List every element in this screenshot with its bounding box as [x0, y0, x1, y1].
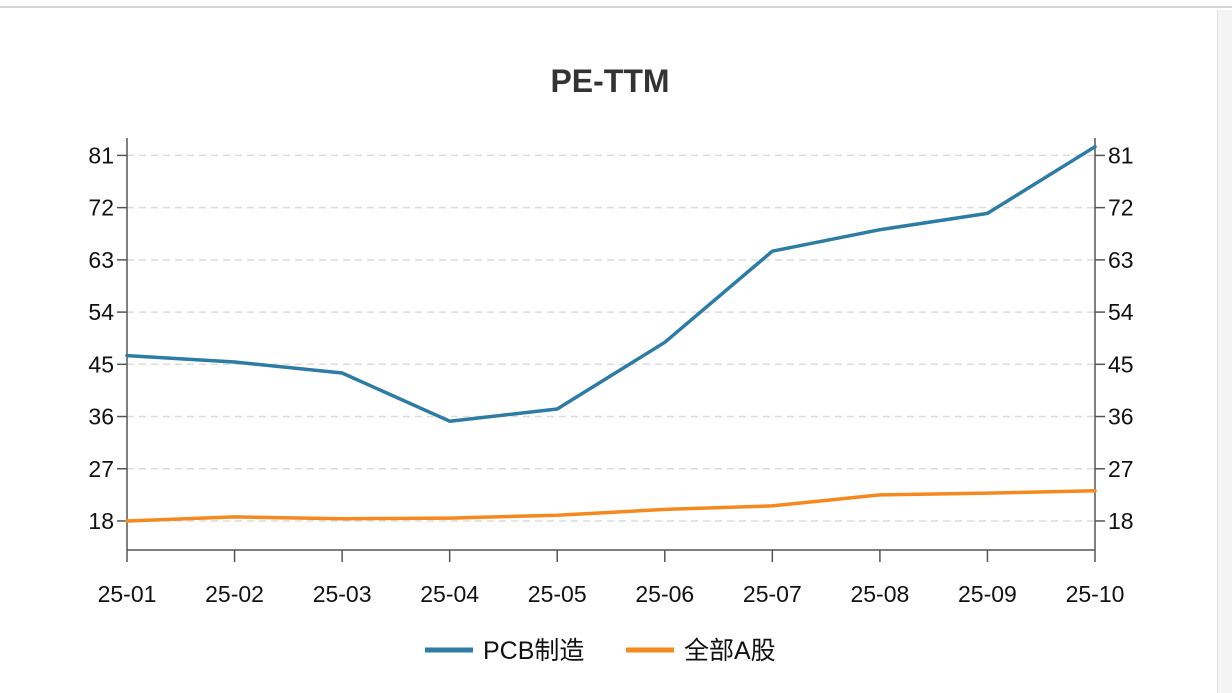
legend[interactable]: PCB制造 全部A股	[425, 637, 776, 665]
y-tick-label-right: 18	[1108, 508, 1134, 534]
data-point	[555, 407, 559, 411]
data-point	[985, 211, 989, 215]
x-tick-label: 25-03	[313, 581, 372, 607]
data-point	[878, 228, 882, 232]
data-point	[340, 371, 344, 375]
x-tick-label: 25-02	[205, 581, 264, 607]
x-tick-label: 25-07	[743, 581, 802, 607]
series-line-0	[125, 144, 1097, 423]
series-lines	[125, 144, 1097, 523]
legend-item-1[interactable]: 全部A股	[626, 637, 776, 665]
y-tick-label-left: 27	[88, 456, 114, 482]
x-tick-label: 25-10	[1066, 581, 1125, 607]
data-point	[125, 519, 129, 523]
y-tick-label-left: 54	[88, 299, 114, 325]
y-tick-label-left: 72	[88, 195, 114, 221]
y-tick-label-right: 81	[1108, 142, 1134, 168]
data-point	[233, 360, 237, 364]
data-point	[663, 507, 667, 511]
y-tick-label-right: 63	[1108, 247, 1134, 273]
y-tick-label-left: 63	[88, 247, 114, 273]
data-point	[770, 249, 774, 253]
data-point	[663, 340, 667, 344]
data-point	[878, 493, 882, 497]
data-point	[340, 517, 344, 521]
data-point	[555, 513, 559, 517]
x-tick-label: 25-06	[635, 581, 694, 607]
data-point	[770, 504, 774, 508]
axes: 18 18 27 27 36 36 45 45 54 54 63 63 72 72 81 81 25-01 25-…	[88, 138, 1134, 607]
data-point	[233, 515, 237, 519]
grid-lines	[127, 154, 1095, 522]
data-point	[1093, 489, 1097, 493]
x-tick-label: 25-09	[958, 581, 1017, 607]
x-tick-label: 25-05	[528, 581, 587, 607]
data-point	[985, 491, 989, 495]
y-tick-label-right: 72	[1108, 195, 1134, 221]
y-tick-label-left: 81	[88, 142, 114, 168]
x-tick-label: 25-01	[98, 581, 157, 607]
top-border	[0, 0, 1232, 8]
y-tick-label-right: 45	[1108, 351, 1134, 377]
legend-label: PCB制造	[483, 637, 584, 665]
y-tick-label-left: 36	[88, 404, 114, 430]
y-tick-label-right: 27	[1108, 456, 1134, 482]
data-point	[448, 419, 452, 423]
legend-item-0[interactable]: PCB制造	[425, 637, 584, 665]
legend-label: 全部A股	[684, 637, 776, 665]
y-tick-label-right: 36	[1108, 404, 1134, 430]
x-tick-label: 25-04	[420, 581, 479, 607]
data-point	[1093, 145, 1097, 149]
x-tick-label: 25-08	[850, 581, 909, 607]
y-tick-label-right: 54	[1108, 299, 1134, 325]
right-scroll-edge	[1217, 10, 1232, 693]
series-line-1	[125, 489, 1097, 523]
data-point	[448, 516, 452, 520]
chart-title: PE-TTM	[550, 63, 669, 99]
y-tick-label-left: 45	[88, 351, 114, 377]
data-point	[125, 354, 129, 358]
y-tick-label-left: 18	[88, 508, 114, 534]
